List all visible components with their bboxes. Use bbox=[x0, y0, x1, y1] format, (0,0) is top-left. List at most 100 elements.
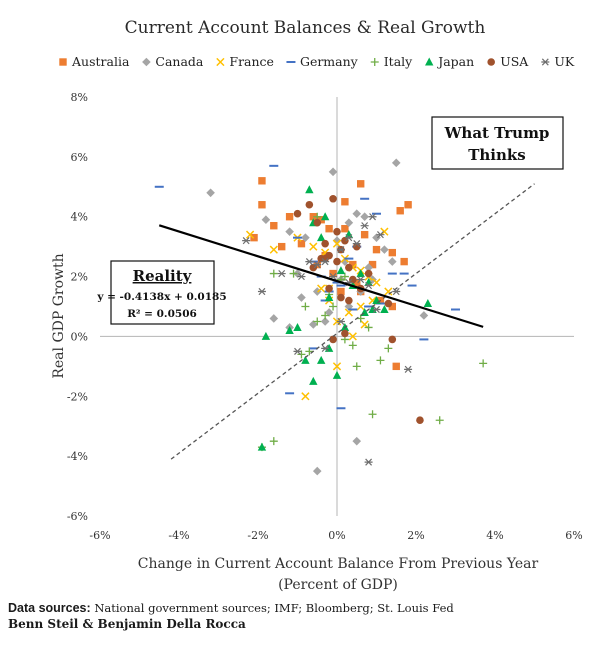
data-point bbox=[305, 200, 314, 209]
what-trump-thinks-annotation: What Trump Thinks bbox=[431, 116, 564, 170]
data-point bbox=[285, 325, 294, 334]
data-point bbox=[364, 269, 373, 278]
legend-label: France bbox=[229, 54, 274, 69]
data-point bbox=[388, 257, 397, 266]
data-point bbox=[324, 308, 334, 317]
data-point bbox=[391, 158, 401, 168]
legend-item-japan: Japan bbox=[425, 54, 474, 69]
y-tick-label: 0% bbox=[71, 330, 88, 343]
what-trump-thinks-box bbox=[431, 116, 564, 170]
data-point bbox=[337, 293, 345, 302]
data-point bbox=[345, 263, 353, 272]
data-point bbox=[336, 246, 345, 254]
data-point bbox=[297, 272, 306, 281]
legend-marker-plus bbox=[370, 58, 379, 66]
data-point bbox=[479, 359, 488, 368]
what-trump-thinks-line bbox=[170, 183, 535, 460]
data-point bbox=[285, 213, 294, 221]
data-point bbox=[301, 233, 310, 242]
data-point bbox=[317, 233, 326, 242]
data-point bbox=[388, 248, 396, 257]
y-tick-label: 8% bbox=[71, 91, 88, 104]
data-point bbox=[312, 466, 322, 476]
data-point bbox=[360, 222, 369, 230]
data-point bbox=[278, 242, 286, 251]
data-point bbox=[317, 355, 326, 364]
data-point bbox=[293, 209, 302, 218]
data-point bbox=[384, 344, 393, 353]
data-point bbox=[257, 442, 267, 451]
data-point bbox=[325, 224, 333, 233]
data-point bbox=[352, 240, 361, 248]
x-tick-label: 6% bbox=[565, 529, 582, 542]
data-point bbox=[364, 263, 373, 272]
legend-item-france: France bbox=[216, 54, 274, 69]
data-sources: Data sources: National government source… bbox=[8, 600, 588, 616]
data-point bbox=[320, 212, 330, 221]
reality-title: Reality bbox=[133, 267, 193, 285]
data-point bbox=[353, 278, 361, 287]
data-point bbox=[435, 416, 444, 425]
data-point bbox=[309, 376, 318, 385]
data-point bbox=[305, 257, 314, 266]
legend-marker-x bbox=[216, 57, 225, 67]
y-tick-label: -2% bbox=[67, 390, 88, 403]
legend: Australia Canada France Germany Italy Japan US… bbox=[59, 54, 575, 69]
data-point bbox=[301, 355, 310, 364]
data-point bbox=[324, 293, 334, 302]
data-point bbox=[242, 237, 251, 245]
data-point bbox=[332, 362, 342, 371]
data-point bbox=[372, 278, 381, 287]
what-trump-thinks-line1: What Trump bbox=[444, 124, 550, 142]
legend-item-usa: USA bbox=[487, 54, 529, 69]
legend-label: UK bbox=[554, 54, 575, 69]
data-point bbox=[337, 287, 345, 296]
data-point bbox=[293, 347, 302, 356]
data-point bbox=[336, 317, 345, 326]
data-point bbox=[404, 201, 412, 209]
legend-item-uk: UK bbox=[541, 54, 575, 69]
reality-box bbox=[110, 260, 215, 325]
data-point bbox=[364, 323, 373, 332]
data-point bbox=[348, 341, 357, 350]
reality-annotation: Reality y = -0.4138x + 0.0185 R² = 0.050… bbox=[96, 260, 227, 325]
legend-marker-asterisk bbox=[541, 58, 550, 66]
series-uk bbox=[242, 213, 413, 466]
legend-label: USA bbox=[500, 54, 529, 69]
data-point bbox=[345, 296, 353, 305]
data-point bbox=[360, 212, 369, 222]
regression-equation: y = -0.4138x + 0.0185 bbox=[96, 291, 226, 303]
data-point bbox=[341, 198, 349, 206]
data-point bbox=[341, 224, 349, 233]
y-tick-label: -4% bbox=[67, 450, 88, 463]
data-point bbox=[329, 302, 338, 311]
legend-marker-square bbox=[59, 58, 67, 66]
y-tick-label: 6% bbox=[71, 151, 88, 164]
data-point bbox=[305, 347, 314, 356]
data-point bbox=[396, 207, 404, 215]
legend-label: Japan bbox=[436, 54, 474, 69]
data-point bbox=[269, 437, 278, 446]
data-point bbox=[356, 269, 365, 278]
data-point bbox=[360, 230, 369, 239]
y-axis-label: Real GDP Growth bbox=[51, 253, 67, 378]
regression-line bbox=[158, 224, 484, 328]
data-point bbox=[352, 436, 362, 446]
data-point bbox=[368, 260, 377, 269]
data-point bbox=[329, 269, 337, 278]
data-point bbox=[372, 305, 381, 314]
legend-label: Italy bbox=[384, 54, 413, 69]
data-point bbox=[388, 302, 396, 311]
data-point bbox=[297, 239, 306, 248]
footer: Data sources: National government source… bbox=[8, 600, 588, 633]
x-tick-label: -4% bbox=[168, 529, 189, 542]
data-point bbox=[423, 299, 433, 308]
what-trump-thinks-line2: Thinks bbox=[468, 146, 526, 164]
data-point bbox=[320, 317, 330, 326]
data-point bbox=[329, 335, 337, 344]
legend-item-canada: Canada bbox=[142, 54, 204, 69]
legend-label: Canada bbox=[155, 54, 204, 69]
data-point bbox=[309, 263, 318, 272]
data-point bbox=[301, 302, 310, 311]
data-point bbox=[372, 233, 381, 242]
